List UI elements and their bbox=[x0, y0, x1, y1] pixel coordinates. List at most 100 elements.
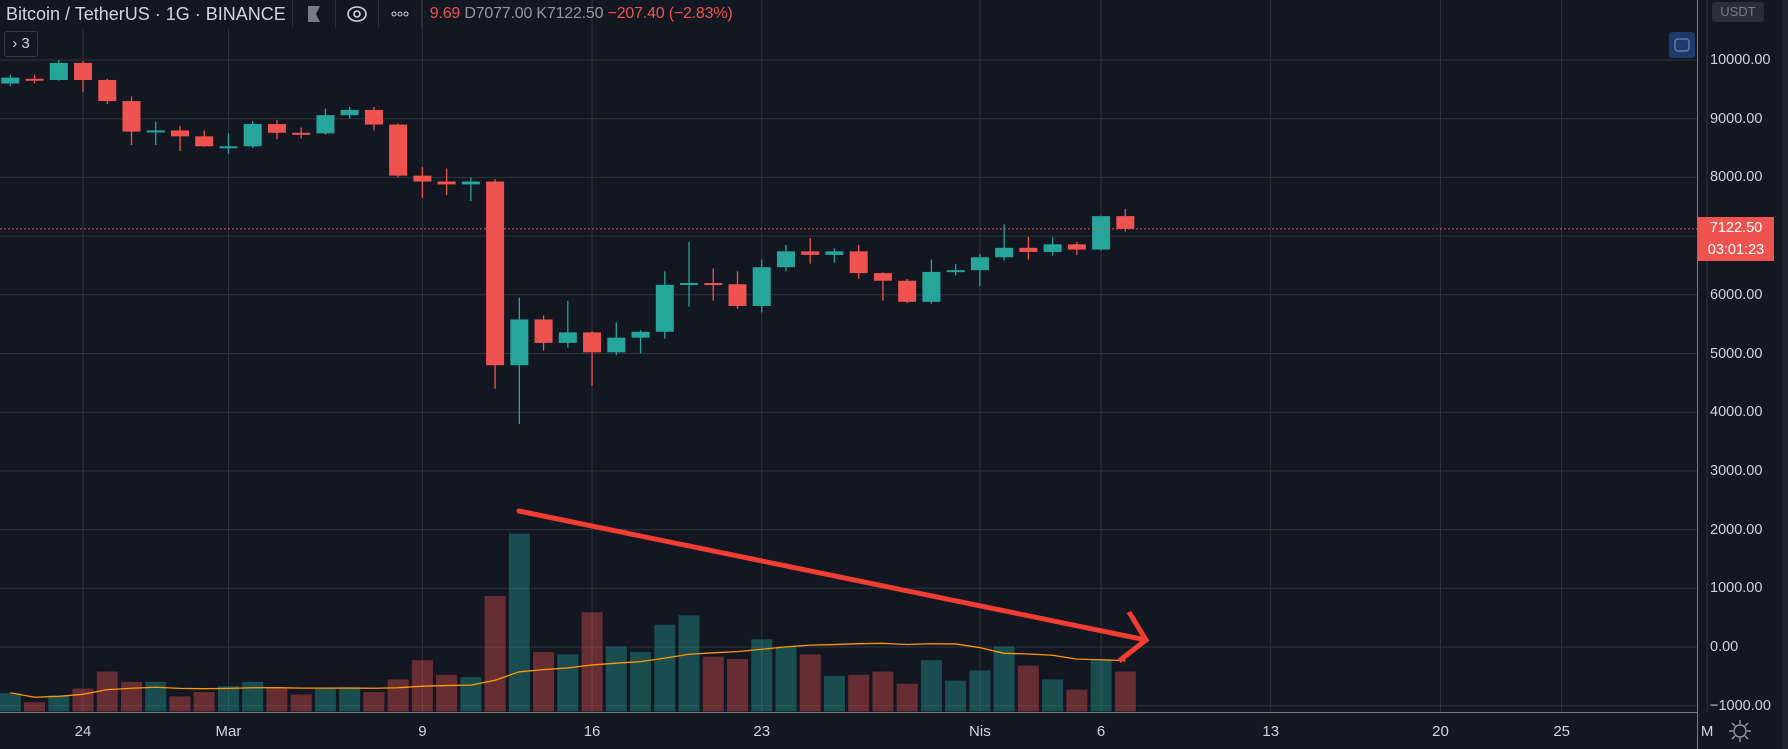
candle-body bbox=[74, 62, 93, 80]
countdown-label: 03:01:23 bbox=[1698, 239, 1774, 261]
eye-icon[interactable] bbox=[335, 0, 379, 28]
volume-bar bbox=[338, 686, 362, 713]
volume-bar bbox=[944, 679, 968, 713]
candle-body bbox=[98, 79, 117, 102]
price-tick: 5000.00 bbox=[1710, 345, 1763, 362]
volume-bar bbox=[144, 680, 168, 713]
volume-bar bbox=[23, 701, 47, 713]
volume-bar bbox=[798, 653, 822, 713]
volume-bar bbox=[386, 678, 410, 713]
volume-bar bbox=[1065, 688, 1089, 713]
currency-label[interactable]: USDT bbox=[1712, 2, 1764, 22]
volume-bar bbox=[774, 645, 798, 713]
volume-bar bbox=[435, 673, 459, 713]
volume-bar bbox=[120, 680, 143, 713]
price-tick: 0.00 bbox=[1710, 639, 1739, 655]
volume-bar bbox=[992, 645, 1016, 713]
volume-bar bbox=[580, 611, 604, 713]
legend-close: K7122.50 bbox=[536, 5, 604, 22]
volume-bar bbox=[216, 685, 240, 713]
candle-body bbox=[170, 130, 189, 137]
volume-bar bbox=[968, 669, 992, 713]
candle-body bbox=[1067, 244, 1086, 250]
candle-body bbox=[25, 78, 44, 81]
candle-body bbox=[922, 271, 941, 302]
legend-change: −207.40 (−2.83%) bbox=[607, 5, 733, 22]
time-tick: M bbox=[1700, 723, 1714, 740]
last-price-label: 7122.50 bbox=[1698, 217, 1774, 239]
volume-bar bbox=[168, 695, 192, 713]
volume-bar bbox=[192, 691, 216, 713]
price-tick: 2000.00 bbox=[1710, 521, 1763, 538]
candle-body bbox=[146, 130, 165, 133]
candle-body bbox=[461, 181, 480, 185]
volume-bar bbox=[919, 659, 943, 713]
time-axis-line bbox=[0, 712, 1697, 713]
price-tick: −1000.00 bbox=[1710, 697, 1771, 714]
price-tick: 9000.00 bbox=[1710, 110, 1763, 127]
candle-body bbox=[364, 109, 383, 125]
volume-bar bbox=[556, 653, 580, 713]
time-tick: 20 bbox=[1432, 723, 1449, 740]
candle-body bbox=[389, 124, 408, 176]
candle-body bbox=[995, 247, 1014, 258]
collapse-indicators-button[interactable]: › 3 bbox=[4, 31, 38, 57]
candle-body bbox=[1043, 244, 1062, 252]
time-tick: Mar bbox=[215, 723, 242, 740]
candle-body bbox=[898, 280, 917, 302]
candle-body bbox=[413, 175, 432, 182]
candle-body bbox=[49, 62, 68, 80]
candle-body bbox=[243, 123, 262, 147]
volume-bar bbox=[871, 670, 895, 713]
volume-bar bbox=[1089, 657, 1113, 713]
price-tick: 6000.00 bbox=[1710, 286, 1763, 303]
candle-body bbox=[849, 251, 868, 274]
candle-body bbox=[873, 273, 892, 281]
candle-body bbox=[1019, 247, 1038, 252]
price-tick: 3000.00 bbox=[1710, 462, 1763, 479]
volume-bar bbox=[726, 657, 749, 713]
volume-bar bbox=[847, 673, 871, 713]
candle-body bbox=[219, 146, 238, 149]
volume-bar bbox=[71, 687, 95, 713]
volume-bar bbox=[822, 674, 846, 713]
volume-bar bbox=[1113, 670, 1137, 713]
candle-body bbox=[1116, 216, 1135, 229]
volume-bar bbox=[265, 686, 289, 713]
settings-icon[interactable] bbox=[1728, 719, 1752, 743]
volume-bar bbox=[701, 655, 725, 713]
candle-body bbox=[704, 283, 723, 286]
candle-body bbox=[583, 332, 602, 353]
candle-body bbox=[728, 284, 747, 306]
candle-body bbox=[195, 136, 214, 147]
flag-icon[interactable] bbox=[292, 0, 336, 28]
time-tick: 9 bbox=[418, 723, 427, 740]
price-tick: 4000.00 bbox=[1710, 404, 1763, 421]
time-tick: 25 bbox=[1553, 723, 1570, 740]
candle-body bbox=[486, 181, 505, 366]
volume-bar bbox=[895, 682, 919, 713]
chart-legend: Bitcoin / TetherUS · 1G · BINANCE 9.69 D… bbox=[0, 0, 733, 28]
price-tick: 8000.00 bbox=[1710, 169, 1763, 186]
candle-body bbox=[776, 251, 795, 268]
candle-body bbox=[631, 331, 650, 338]
candle-body bbox=[1092, 216, 1111, 250]
more-icon[interactable] bbox=[378, 0, 422, 28]
candle-body bbox=[558, 332, 577, 343]
volume-bar bbox=[507, 532, 531, 713]
symbol-title[interactable]: Bitcoin / TetherUS · 1G · BINANCE bbox=[0, 0, 293, 28]
volume-bar bbox=[604, 645, 628, 713]
volume-bar bbox=[362, 691, 386, 713]
trend-arrow-head bbox=[1117, 610, 1150, 663]
candle-body bbox=[340, 109, 359, 116]
candle-body bbox=[534, 319, 553, 343]
candle-body bbox=[970, 257, 989, 271]
time-tick: 24 bbox=[74, 723, 92, 740]
price-axis[interactable]: USDT 10000.00 9000.00 8000.00 6000.00 5000.0… bbox=[1697, 0, 1788, 749]
volume-bar bbox=[0, 692, 22, 713]
candle-body bbox=[946, 270, 965, 273]
candle-body bbox=[292, 132, 311, 135]
price-tick: 10000.00 bbox=[1710, 52, 1771, 68]
auto-fit-icon[interactable] bbox=[1669, 32, 1695, 58]
